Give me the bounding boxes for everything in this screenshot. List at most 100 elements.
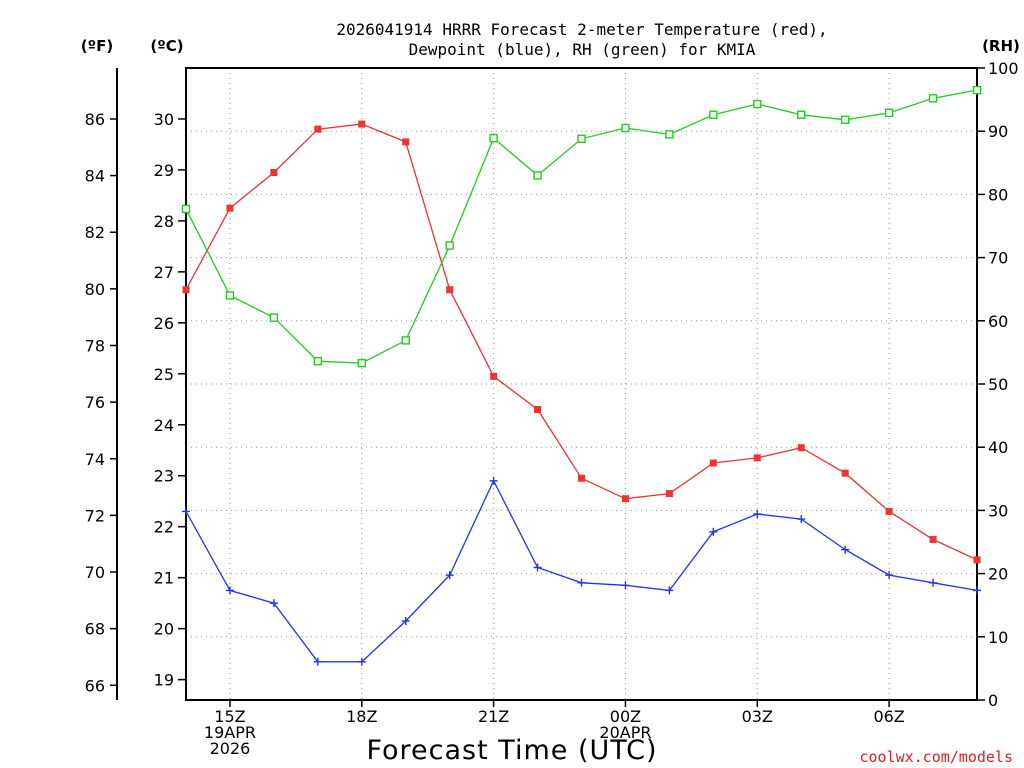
series-dewpoint (182, 476, 981, 666)
celsius-tick-label: 27 (154, 263, 174, 282)
rh-point (445, 241, 454, 250)
celsius-tick-label: 19 (154, 671, 174, 690)
credit-text: coolwx.com/models (859, 748, 1013, 766)
rh-point (972, 85, 982, 95)
dewpoint-point (182, 507, 190, 516)
rh-point (753, 99, 762, 109)
rh-point (181, 204, 191, 214)
dewpoint-point (313, 657, 322, 666)
dewpoint-point (269, 599, 278, 608)
grid-lines (186, 68, 977, 700)
dewpoint-point (357, 657, 366, 666)
rh-point (840, 115, 850, 125)
dewpoint-point (885, 571, 894, 580)
rh-tick-label: 80 (988, 185, 1008, 204)
celsius-tick-label: 30 (154, 110, 174, 129)
dewpoint-point (401, 617, 410, 625)
dewpoint-point (797, 515, 806, 524)
x-axis-label: Forecast Time (UTC) (366, 735, 657, 766)
temperature-point (621, 495, 629, 503)
rh-point (577, 134, 586, 143)
temperature-point (490, 372, 498, 380)
celsius-tick-label: 28 (154, 212, 174, 231)
rh-point (269, 313, 279, 322)
x-tick-label: 21Z (478, 707, 509, 726)
fahrenheit-tick-label: 82 (85, 223, 105, 242)
fahrenheit-tick-label: 74 (85, 450, 105, 469)
temperature-point (358, 120, 366, 128)
dewpoint-point (225, 586, 234, 595)
rh-point (225, 291, 235, 300)
dewpoint-point (929, 578, 938, 587)
rh-point (357, 358, 366, 368)
series-rh (181, 85, 982, 368)
dewpoint-point (753, 509, 762, 518)
x-tick-label: 06Z (873, 707, 904, 726)
series-layer (181, 85, 982, 666)
fahrenheit-tick-label: 72 (85, 506, 105, 525)
rh-point (928, 94, 938, 103)
celsius-tick-label: 24 (154, 416, 174, 435)
rh-point (401, 336, 410, 345)
temperature-point (578, 474, 585, 482)
rh-point (533, 171, 542, 180)
chart-title-line-2: Dewpoint (blue), RH (green) for KMIA (409, 40, 756, 59)
temperature-point (665, 490, 673, 498)
x-tick-label: 15Z (214, 707, 245, 726)
chart-title-line-1: 2026041914 HRRR Forecast 2-meter Tempera… (336, 20, 827, 39)
rh-tick-label: 40 (988, 438, 1008, 457)
rh-tick-label: 90 (988, 122, 1008, 141)
rh-point (489, 133, 498, 143)
temperature-point (314, 125, 322, 133)
rh-point (797, 110, 806, 119)
fahrenheit-tick-label: 78 (85, 336, 105, 355)
chart-axes: 66 68 70 72 74 76 78 80 82 84 86 19 20 21 22 23 24 25 26 27… (85, 59, 1019, 758)
temperature-point (446, 286, 454, 294)
celsius-unit-label: (ºC) (150, 37, 183, 55)
temperature-point (797, 444, 805, 452)
fahrenheit-tick-label: 80 (85, 280, 105, 299)
fahrenheit-tick-label: 68 (85, 620, 105, 639)
x-tick-label: 20APR (599, 723, 651, 742)
dewpoint-point (489, 476, 498, 485)
rh-point (665, 130, 674, 139)
dewpoint-point (621, 581, 630, 590)
temperature-point (270, 168, 278, 176)
x-tick-label: 00Z (610, 707, 641, 726)
fahrenheit-tick-label: 70 (85, 563, 105, 582)
dewpoint-line (185, 479, 978, 663)
temperature-point (534, 405, 542, 413)
rh-point (884, 108, 894, 118)
dewpoint-point (709, 527, 718, 536)
celsius-tick-label: 23 (154, 467, 174, 486)
rh-tick-label: 60 (988, 312, 1008, 331)
dewpoint-point (665, 586, 674, 595)
x-tick-label: 2026 (210, 739, 251, 758)
dewpoint-point (445, 571, 454, 580)
dewpoint-point (577, 578, 586, 587)
rh-tick-label: 50 (988, 375, 1008, 394)
temperature-point (226, 204, 234, 212)
rh-tick-label: 0 (988, 691, 998, 710)
celsius-tick-label: 20 (154, 620, 174, 639)
temperature-point (885, 507, 893, 515)
celsius-tick-label: 25 (154, 365, 174, 384)
rh-unit-label: (RH) (982, 37, 1020, 55)
temperature-point (709, 459, 717, 467)
fahrenheit-tick-label: 66 (85, 676, 105, 695)
x-tick-label: 03Z (742, 707, 773, 726)
fahrenheit-unit-label: (ºF) (81, 37, 113, 55)
temperature-point (929, 535, 937, 543)
temperature-point (841, 469, 849, 477)
fahrenheit-tick-label: 84 (85, 167, 105, 186)
temperature-point (973, 556, 981, 564)
rh-point (313, 357, 323, 366)
rh-tick-label: 10 (988, 628, 1008, 647)
series-temperature (182, 120, 981, 564)
x-tick-label: 19APR (204, 723, 256, 742)
temperature-point (182, 286, 190, 294)
celsius-tick-label: 29 (154, 161, 174, 180)
temperature-line (185, 123, 978, 561)
dewpoint-point (533, 563, 542, 572)
